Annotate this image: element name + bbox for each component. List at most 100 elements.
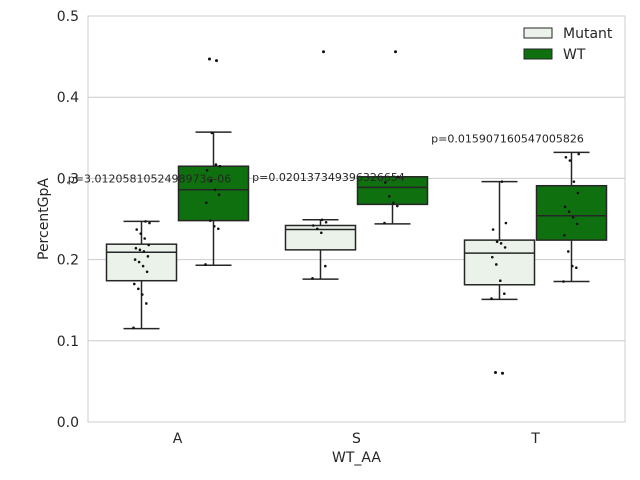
p-value-annotation: p=0.020137349396326654	[252, 171, 405, 184]
data-point	[146, 255, 150, 258]
data-point	[133, 282, 136, 286]
p-value-annotations: p=3.0120581052498973e-06 p=0.020137349396…	[68, 133, 584, 186]
outlier-point	[215, 59, 218, 63]
data-point	[143, 237, 146, 240]
data-point	[324, 220, 328, 224]
data-point	[141, 293, 144, 296]
y-axis-label: PercentGpA	[36, 178, 52, 260]
y-axis-ticks: 0.0 0.1 0.2 0.3 0.4 0.5	[57, 9, 79, 431]
x-tick-label: S	[352, 431, 361, 447]
data-point	[135, 228, 138, 231]
data-point	[204, 263, 207, 266]
data-point	[575, 222, 579, 226]
data-point	[147, 243, 150, 247]
data-point	[213, 225, 216, 228]
box-iqr	[177, 165, 250, 222]
data-point	[504, 221, 508, 225]
data-point	[144, 220, 147, 223]
data-point	[503, 246, 507, 249]
box-iqr	[105, 243, 178, 282]
data-point	[568, 159, 572, 162]
data-point	[142, 250, 146, 253]
legend: Mutant WT	[523, 26, 613, 63]
data-point	[139, 232, 142, 235]
data-point	[503, 292, 506, 296]
data-point	[562, 280, 565, 283]
data-point	[571, 216, 575, 219]
data-point	[383, 221, 386, 225]
data-point	[209, 219, 212, 222]
box-wt-S	[356, 50, 429, 225]
legend-swatch	[523, 48, 553, 60]
box-wt-T	[535, 151, 608, 283]
box-iqr	[356, 176, 429, 206]
x-tick-label: A	[173, 431, 183, 447]
data-point	[575, 266, 578, 270]
data-point	[563, 233, 566, 237]
legend-label: Mutant	[563, 26, 613, 42]
data-point	[571, 264, 574, 268]
data-point	[137, 260, 141, 264]
data-point	[145, 302, 148, 305]
data-point	[320, 218, 324, 222]
data-point	[495, 263, 498, 266]
plot-area-frame	[87, 15, 626, 423]
box-groups	[105, 50, 608, 375]
legend-swatch	[523, 27, 553, 39]
data-point	[217, 193, 221, 196]
data-point	[384, 181, 387, 184]
data-point	[500, 180, 504, 183]
box-mutant-S	[284, 50, 357, 280]
y-tick-label: 0.1	[57, 334, 79, 350]
outlier-point	[208, 57, 211, 61]
data-point	[491, 228, 495, 231]
data-point	[205, 201, 208, 205]
outlier-point	[322, 50, 325, 54]
x-tick-label: T	[530, 431, 540, 447]
box-iqr	[535, 184, 608, 241]
data-point	[134, 246, 138, 250]
x-axis-label: WT_AA	[332, 450, 381, 466]
box-mutant-A	[105, 220, 178, 330]
y-tick-label: 0.2	[57, 253, 79, 269]
data-point	[316, 227, 319, 231]
data-point	[572, 180, 576, 183]
data-point	[499, 242, 503, 245]
data-point	[132, 326, 135, 330]
box-mutant-T	[463, 180, 536, 375]
data-point	[205, 168, 209, 172]
data-point	[148, 221, 151, 225]
data-point	[564, 155, 568, 159]
data-point	[392, 201, 395, 205]
legend-label: WT	[563, 47, 586, 63]
p-value-annotation: p=0.015907160547005826	[431, 133, 584, 146]
data-point	[563, 205, 567, 209]
data-point	[388, 194, 391, 198]
data-point	[217, 227, 220, 231]
data-point	[396, 175, 400, 179]
y-tick-label: 0.4	[57, 90, 79, 106]
y-tick-label: 0.5	[57, 9, 79, 25]
data-point	[576, 191, 580, 195]
data-point	[490, 297, 493, 300]
outlier-point	[494, 370, 497, 374]
data-point	[213, 188, 217, 192]
data-point	[145, 270, 149, 274]
data-point	[138, 248, 142, 252]
data-point	[491, 255, 494, 259]
data-point	[133, 258, 137, 261]
y-tick-label: 0.0	[57, 415, 79, 431]
data-point	[137, 287, 140, 291]
box-wt-A	[177, 57, 250, 267]
box-iqr	[463, 239, 536, 286]
y-tick-label: 0.3	[57, 171, 79, 187]
outlier-point	[501, 371, 504, 375]
data-point	[499, 279, 502, 283]
data-point	[210, 131, 214, 135]
outlier-point	[394, 50, 397, 54]
data-point	[209, 179, 213, 183]
data-point	[214, 163, 218, 166]
data-point	[396, 204, 399, 208]
